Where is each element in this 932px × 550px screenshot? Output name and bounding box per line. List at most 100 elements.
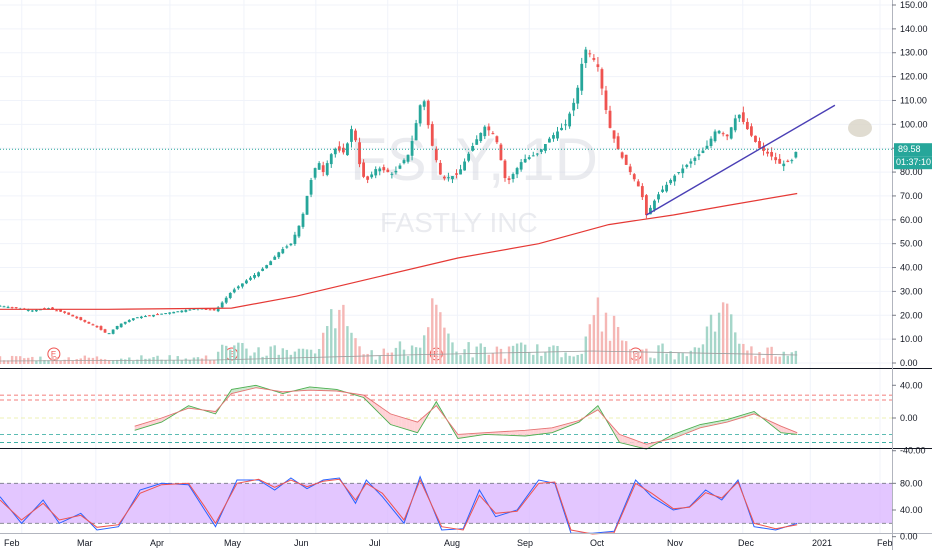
candle-body[interactable]	[188, 309, 192, 311]
candle-body[interactable]	[790, 160, 794, 162]
candle-body[interactable]	[281, 249, 285, 254]
candle-body[interactable]	[394, 170, 398, 173]
candle-body[interactable]	[543, 144, 547, 151]
candle-body[interactable]	[632, 174, 636, 180]
candle-body[interactable]	[568, 113, 572, 127]
candle-body[interactable]	[91, 324, 95, 326]
candle-body[interactable]	[317, 163, 321, 170]
candle-body[interactable]	[220, 302, 224, 308]
candle-body[interactable]	[503, 160, 507, 179]
candle-body[interactable]	[766, 151, 769, 154]
candle-body[interactable]	[99, 326, 103, 330]
candle-body[interactable]	[612, 130, 616, 139]
candle-body[interactable]	[184, 310, 188, 312]
candle-body[interactable]	[548, 138, 551, 143]
candle-body[interactable]	[301, 213, 305, 227]
candle-body[interactable]	[576, 87, 580, 104]
candle-body[interactable]	[519, 162, 523, 170]
candle-body[interactable]	[277, 252, 281, 258]
candle-body[interactable]	[378, 168, 382, 172]
candle-body[interactable]	[584, 49, 588, 64]
candle-body[interactable]	[273, 256, 277, 260]
candle-body[interactable]	[560, 127, 563, 131]
candle-body[interactable]	[531, 155, 535, 157]
candle-body[interactable]	[208, 309, 212, 311]
candle-body[interactable]	[600, 69, 604, 89]
candle-body[interactable]	[253, 274, 256, 278]
candle-body[interactable]	[665, 184, 668, 192]
candle-body[interactable]	[398, 165, 402, 169]
candle-body[interactable]	[709, 138, 713, 147]
candle-body[interactable]	[725, 134, 729, 137]
candle-body[interactable]	[438, 162, 442, 175]
candle-body[interactable]	[782, 163, 786, 167]
candle-body[interactable]	[156, 314, 159, 316]
candle-body[interactable]	[245, 280, 248, 284]
stochastic-pane[interactable]	[0, 475, 892, 535]
trendline[interactable]	[646, 104, 836, 216]
candle-body[interactable]	[111, 329, 115, 334]
candle-body[interactable]	[758, 141, 761, 149]
candle-body[interactable]	[426, 100, 430, 126]
oscillator-pane[interactable]	[0, 384, 892, 450]
candle-body[interactable]	[144, 316, 147, 318]
time-axis[interactable]: Feb Mar Apr May Jun Jul Aug Sep Oct Nov Dec 2021 Feb	[4, 538, 893, 548]
candle-body[interactable]	[172, 311, 176, 314]
candle-body[interactable]	[135, 317, 139, 319]
candle-body[interactable]	[604, 90, 608, 111]
candle-body[interactable]	[620, 152, 624, 158]
candle-body[interactable]	[362, 162, 365, 177]
candle-body[interactable]	[47, 308, 50, 310]
candle-body[interactable]	[329, 154, 333, 165]
candle-body[interactable]	[386, 169, 390, 173]
candle-body[interactable]	[430, 124, 434, 146]
candle-body[interactable]	[511, 174, 515, 180]
candle-body[interactable]	[43, 308, 46, 310]
candle-body[interactable]	[535, 153, 539, 155]
candle-body[interactable]	[333, 148, 337, 155]
candle-body[interactable]	[119, 323, 123, 328]
candle-body[interactable]	[410, 141, 414, 156]
candle-body[interactable]	[697, 154, 701, 157]
candle-body[interactable]	[2, 306, 6, 308]
candle-body[interactable]	[148, 315, 151, 317]
candle-body[interactable]	[95, 325, 99, 328]
candle-body[interactable]	[588, 53, 592, 55]
candle-body[interactable]	[705, 145, 709, 149]
candle-body[interactable]	[552, 135, 555, 139]
candle-body[interactable]	[640, 186, 644, 198]
candle-body[interactable]	[463, 161, 466, 171]
candle-body[interactable]	[770, 152, 774, 157]
candle-body[interactable]	[572, 102, 576, 111]
candle-body[interactable]	[249, 277, 252, 280]
candle-body[interactable]	[289, 243, 293, 246]
candle-body[interactable]	[455, 173, 458, 175]
candle-body[interactable]	[374, 169, 378, 176]
candle-body[interactable]	[176, 311, 180, 313]
price-axis[interactable]: 150.00140.00130.00120.00110.00100.0090.0…	[892, 0, 928, 542]
candle-body[interactable]	[608, 110, 612, 128]
candle-body[interactable]	[232, 289, 236, 293]
candle-body[interactable]	[507, 178, 511, 181]
candle-body[interactable]	[786, 160, 790, 162]
candle-body[interactable]	[131, 318, 135, 321]
candle-body[interactable]	[115, 326, 119, 330]
candle-body[interactable]	[515, 168, 519, 175]
candle-body[interactable]	[794, 151, 798, 158]
candle-body[interactable]	[265, 265, 269, 269]
candle-body[interactable]	[30, 310, 34, 312]
candle-body[interactable]	[337, 146, 341, 151]
candle-body[interactable]	[63, 311, 67, 313]
candle-body[interactable]	[475, 139, 479, 145]
candle-body[interactable]	[127, 320, 131, 322]
candle-body[interactable]	[321, 165, 325, 173]
candle-body[interactable]	[67, 312, 71, 315]
candle-body[interactable]	[628, 166, 632, 173]
candle-body[interactable]	[325, 163, 329, 175]
candle-body[interactable]	[451, 176, 454, 180]
candle-body[interactable]	[657, 194, 660, 200]
candle-body[interactable]	[754, 135, 757, 142]
candle-body[interactable]	[499, 144, 503, 161]
candle-body[interactable]	[168, 312, 172, 314]
candle-body[interactable]	[313, 168, 317, 178]
